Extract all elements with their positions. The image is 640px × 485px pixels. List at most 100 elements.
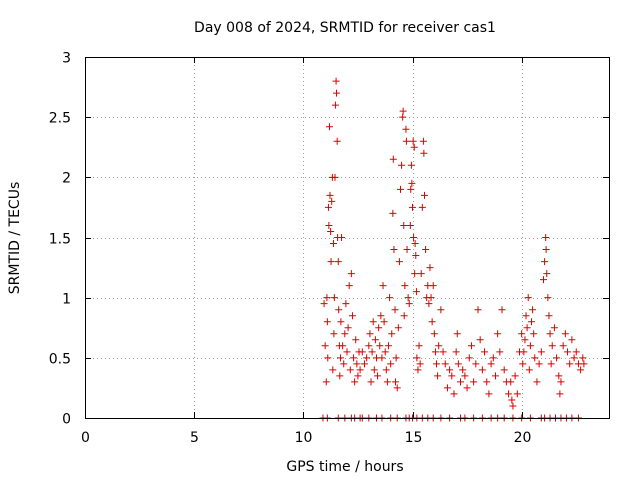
data-point <box>483 378 491 386</box>
data-point <box>454 360 462 368</box>
data-point <box>431 348 439 356</box>
data-point <box>542 234 550 241</box>
data-point <box>350 354 358 362</box>
data-point <box>403 246 411 254</box>
data-point <box>450 390 458 398</box>
data-point <box>543 270 551 278</box>
data-point <box>498 306 506 314</box>
x-tick-label: 15 <box>405 430 423 446</box>
data-point <box>433 360 441 368</box>
data-point <box>491 372 499 380</box>
data-point <box>485 390 493 398</box>
data-point <box>427 294 435 302</box>
data-point <box>409 203 416 211</box>
data-point <box>335 306 343 314</box>
data-point <box>388 330 396 338</box>
data-point <box>402 125 410 133</box>
data-point <box>381 348 389 356</box>
data-point <box>533 378 541 386</box>
data-point <box>448 372 456 380</box>
data-point <box>323 318 331 326</box>
data-point <box>476 336 484 344</box>
data-point <box>420 149 428 157</box>
data-point <box>422 246 430 254</box>
data-point <box>553 354 561 362</box>
data-point <box>426 264 434 272</box>
data-point <box>428 318 436 326</box>
data-point <box>374 372 382 380</box>
data-point <box>346 366 354 374</box>
data-point <box>399 107 407 115</box>
data-point <box>542 246 550 254</box>
data-point <box>341 330 349 338</box>
data-point <box>352 336 360 344</box>
data-point <box>522 312 530 320</box>
data-point <box>326 191 334 199</box>
data-point <box>337 318 345 326</box>
data-point <box>326 123 334 131</box>
data-point <box>348 312 356 320</box>
data-point <box>555 372 563 380</box>
data-point <box>518 330 526 338</box>
data-point <box>396 185 404 193</box>
x-tick-label: 10 <box>295 430 313 446</box>
data-point <box>323 294 331 302</box>
data-point <box>351 378 359 386</box>
data-point <box>527 318 535 326</box>
data-point <box>439 348 447 356</box>
data-point <box>568 336 576 344</box>
data-point <box>537 348 545 356</box>
data-point <box>344 324 352 332</box>
data-point <box>329 366 337 374</box>
data-point <box>535 360 543 368</box>
data-point <box>368 348 376 356</box>
data-point <box>511 372 519 380</box>
data-point <box>425 300 433 308</box>
data-point <box>548 342 556 350</box>
y-tick-label: 0 <box>62 412 71 428</box>
data-point <box>457 378 465 386</box>
data-point <box>557 378 565 386</box>
data-point <box>401 282 409 290</box>
x-tick-label: 0 <box>81 430 90 446</box>
data-point <box>354 372 362 380</box>
data-point <box>366 330 374 338</box>
data-point <box>410 143 418 151</box>
data-point <box>474 306 482 314</box>
data-point <box>530 330 538 338</box>
data-point <box>529 306 537 314</box>
data-point <box>570 354 578 362</box>
x-axis-label: GPS time / hours <box>286 459 403 475</box>
data-point <box>411 270 419 278</box>
data-point <box>389 155 397 163</box>
data-point <box>470 378 478 386</box>
data-point <box>452 348 460 356</box>
y-tick-label: 0.5 <box>49 352 71 368</box>
data-point <box>547 360 555 368</box>
data-point <box>540 276 547 284</box>
data-point <box>376 342 384 350</box>
data-point <box>324 203 332 211</box>
data-point <box>387 360 395 368</box>
data-point <box>395 258 403 266</box>
data-point <box>321 342 329 350</box>
data-point <box>380 318 388 326</box>
chart-title: Day 008 of 2024, SRMTID for receiver cas… <box>194 20 496 36</box>
data-point <box>580 360 588 368</box>
data-point <box>358 348 366 356</box>
data-point <box>347 270 355 278</box>
data-point <box>544 294 552 302</box>
data-point <box>550 324 558 332</box>
y-tick-label: 3 <box>62 51 71 67</box>
data-point <box>508 396 516 404</box>
data-point <box>437 306 445 314</box>
data-point <box>409 137 417 145</box>
data-point <box>572 348 580 356</box>
data-point <box>421 191 429 199</box>
y-tick-label: 2 <box>62 171 71 187</box>
data-point <box>345 282 353 290</box>
data-point <box>435 342 443 350</box>
data-point <box>524 294 532 302</box>
y-tick-label: 2.5 <box>49 111 71 127</box>
data-point <box>392 354 400 362</box>
